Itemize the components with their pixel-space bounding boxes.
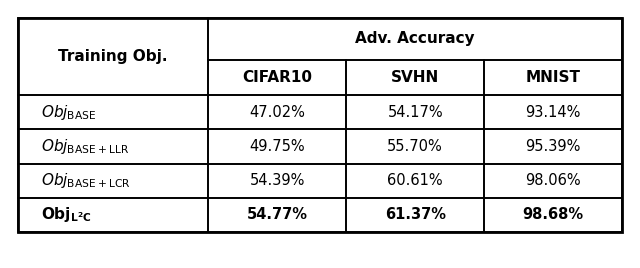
- Bar: [18, 18, 622, 232]
- Text: 60.61%: 60.61%: [387, 173, 443, 188]
- Text: $\mathbf{Obj}_{\mathbf{L^2C}}$: $\mathbf{Obj}_{\mathbf{L^2C}}$: [41, 205, 92, 224]
- Text: 49.75%: 49.75%: [250, 139, 305, 154]
- Text: SVHN: SVHN: [391, 70, 439, 85]
- Bar: [208, 95, 346, 129]
- Bar: [18, 163, 208, 198]
- Bar: [18, 129, 208, 163]
- Bar: [208, 60, 346, 95]
- Text: 47.02%: 47.02%: [249, 105, 305, 120]
- Text: CIFAR10: CIFAR10: [242, 70, 312, 85]
- Text: 54.77%: 54.77%: [246, 207, 308, 222]
- Bar: [346, 95, 484, 129]
- Bar: [484, 95, 622, 129]
- Bar: [484, 163, 622, 198]
- Text: $Obj_{\mathrm{BASE+LLR}}$: $Obj_{\mathrm{BASE+LLR}}$: [41, 137, 129, 156]
- Text: $Obj_{\mathrm{BASE+LCR}}$: $Obj_{\mathrm{BASE+LCR}}$: [41, 171, 131, 190]
- Text: 55.70%: 55.70%: [387, 139, 443, 154]
- Text: 54.17%: 54.17%: [387, 105, 443, 120]
- Bar: [484, 198, 622, 232]
- Text: 54.39%: 54.39%: [250, 173, 305, 188]
- Text: 95.39%: 95.39%: [525, 139, 580, 154]
- Bar: [346, 198, 484, 232]
- Bar: [346, 129, 484, 163]
- Bar: [208, 198, 346, 232]
- Bar: [208, 163, 346, 198]
- Text: 98.68%: 98.68%: [522, 207, 584, 222]
- Bar: [208, 18, 622, 60]
- Bar: [208, 129, 346, 163]
- Text: 61.37%: 61.37%: [385, 207, 445, 222]
- Text: 93.14%: 93.14%: [525, 105, 580, 120]
- Text: MNIST: MNIST: [525, 70, 580, 85]
- Bar: [18, 18, 208, 95]
- Bar: [346, 60, 484, 95]
- Text: Adv. Accuracy: Adv. Accuracy: [355, 31, 475, 46]
- Bar: [484, 60, 622, 95]
- Bar: [484, 129, 622, 163]
- Bar: [18, 95, 208, 129]
- Bar: [346, 163, 484, 198]
- Text: Table 2: ...: Table 2: ...: [18, 248, 72, 258]
- Text: Training Obj.: Training Obj.: [58, 49, 168, 64]
- Text: $Obj_{\mathrm{BASE}}$: $Obj_{\mathrm{BASE}}$: [41, 103, 96, 122]
- Text: 98.06%: 98.06%: [525, 173, 581, 188]
- Bar: [18, 198, 208, 232]
